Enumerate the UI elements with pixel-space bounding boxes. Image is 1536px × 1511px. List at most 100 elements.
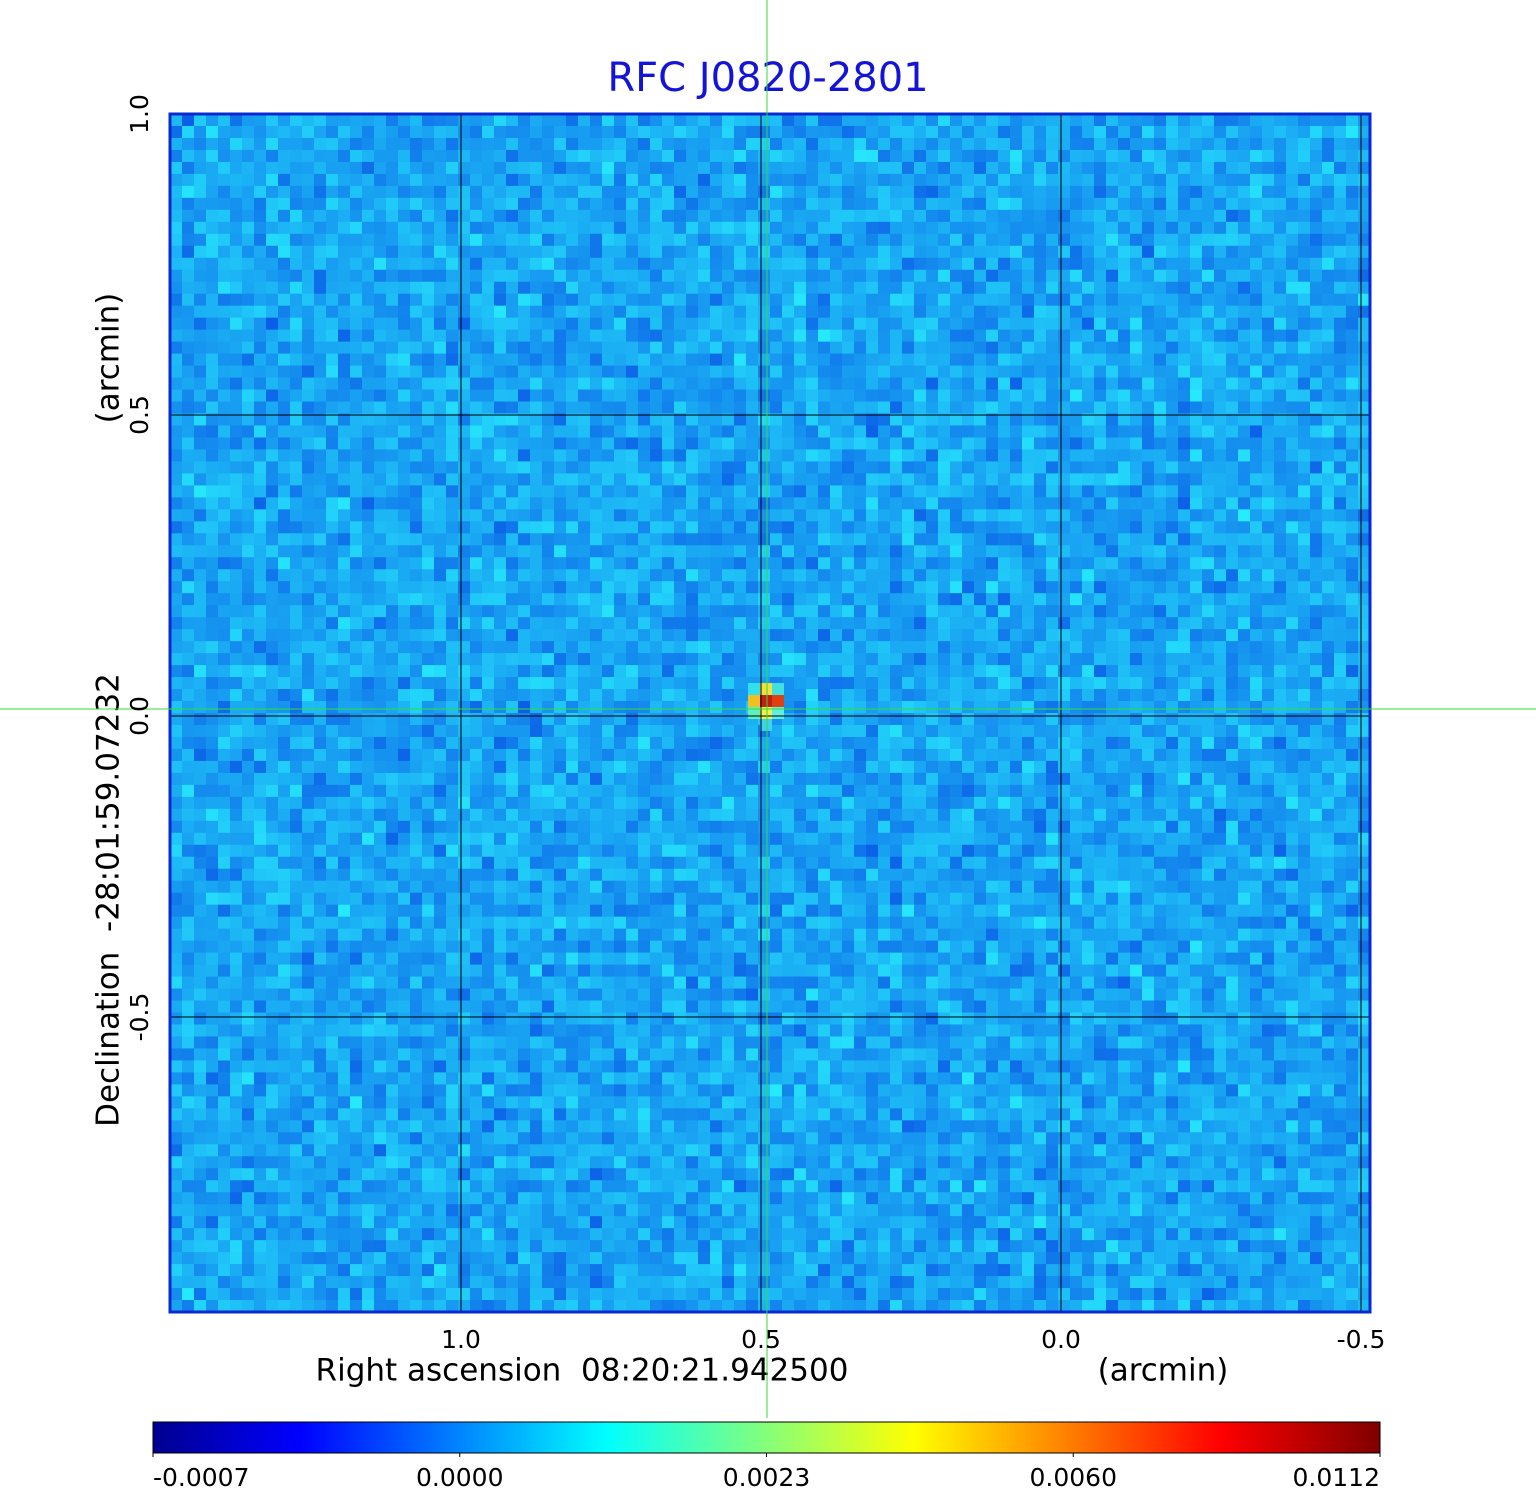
- image-pixel: [890, 509, 903, 522]
- image-pixel: [1238, 209, 1251, 223]
- image-pixel: [350, 305, 363, 319]
- image-pixel: [794, 353, 807, 367]
- image-pixel: [506, 605, 519, 618]
- image-pixel: [746, 605, 759, 618]
- image-pixel: [302, 317, 315, 331]
- image-pixel: [170, 197, 183, 211]
- image-pixel: [1214, 305, 1227, 319]
- image-pixel: [506, 245, 519, 259]
- image-pixel: [578, 617, 591, 630]
- image-pixel: [182, 329, 195, 343]
- image-pixel: [1046, 413, 1059, 426]
- image-pixel: [890, 233, 903, 247]
- image-pixel: [1214, 653, 1227, 666]
- image-pixel: [602, 701, 615, 714]
- image-pixel: [1346, 605, 1359, 618]
- image-pixel: [470, 413, 483, 426]
- image-pixel: [386, 209, 399, 223]
- image-pixel: [1070, 413, 1083, 426]
- image-pixel: [1346, 185, 1359, 199]
- image-pixel: [206, 365, 219, 379]
- image-pixel: [326, 317, 339, 331]
- image-pixel: [206, 533, 219, 546]
- image-pixel: [614, 197, 627, 211]
- image-pixel: [398, 425, 411, 438]
- image-pixel: [1106, 389, 1119, 403]
- image-pixel: [518, 269, 531, 283]
- image-pixel: [374, 665, 387, 678]
- image-pixel: [890, 593, 903, 606]
- image-pixel: [1118, 557, 1131, 570]
- image-pixel: [974, 533, 987, 546]
- image-pixel: [1106, 281, 1119, 295]
- image-pixel: [1262, 605, 1275, 618]
- image-pixel: [842, 545, 855, 558]
- image-pixel: [242, 114, 255, 127]
- image-pixel: [530, 341, 543, 355]
- image-pixel: [1142, 521, 1155, 534]
- image-pixel: [1262, 581, 1275, 594]
- image-pixel: [614, 629, 627, 642]
- image-pixel: [554, 269, 567, 283]
- image-pixel: [446, 461, 459, 474]
- image-pixel: [482, 293, 495, 307]
- image-pixel: [170, 317, 183, 331]
- image-pixel: [506, 257, 519, 271]
- image-pixel: [710, 329, 723, 343]
- image-pixel: [1010, 137, 1023, 151]
- image-pixel: [854, 197, 867, 211]
- image-pixel: [566, 689, 579, 702]
- image-pixel: [626, 185, 639, 199]
- image-pixel: [818, 257, 831, 271]
- image-pixel: [782, 137, 795, 151]
- image-pixel: [1250, 569, 1263, 582]
- image-pixel: [182, 557, 195, 570]
- image-pixel: [962, 197, 975, 211]
- image-pixel: [1094, 401, 1107, 414]
- image-pixel: [1118, 114, 1131, 127]
- image-pixel: [650, 593, 663, 606]
- image-pixel: [1082, 593, 1095, 606]
- image-pixel: [1274, 137, 1287, 151]
- image-pixel: [1118, 317, 1131, 331]
- image-pixel: [746, 125, 759, 139]
- image-pixel: [1034, 677, 1047, 690]
- image-pixel: [218, 473, 231, 486]
- image-pixel: [638, 461, 651, 474]
- image-pixel: [662, 581, 675, 594]
- image-pixel: [1070, 305, 1083, 319]
- image-pixel: [698, 701, 711, 714]
- image-pixel: [470, 161, 483, 175]
- image-pixel: [842, 233, 855, 247]
- image-pixel: [626, 353, 639, 367]
- image-pixel: [1322, 173, 1335, 187]
- image-pixel: [986, 641, 999, 654]
- image-pixel: [434, 281, 447, 295]
- image-pixel: [410, 125, 423, 139]
- image-pixel: [1142, 437, 1155, 450]
- image-pixel: [722, 197, 735, 211]
- image-pixel: [1262, 437, 1275, 450]
- image-pixel: [1322, 401, 1335, 414]
- image-pixel: [1214, 461, 1227, 474]
- image-pixel: [374, 341, 387, 355]
- image-pixel: [770, 281, 783, 295]
- image-pixel: [170, 629, 183, 642]
- image-pixel: [698, 581, 711, 594]
- image-pixel: [770, 497, 783, 510]
- image-pixel: [482, 281, 495, 295]
- image-pixel: [878, 245, 891, 259]
- image-pixel: [794, 557, 807, 570]
- image-pixel: [614, 473, 627, 486]
- image-pixel: [374, 461, 387, 474]
- image-pixel: [1274, 593, 1287, 606]
- image-pixel: [1130, 125, 1143, 139]
- image-pixel: [542, 293, 555, 307]
- image-pixel: [566, 497, 579, 510]
- image-pixel: [926, 677, 939, 690]
- image-pixel: [974, 569, 987, 582]
- image-pixel: [962, 557, 975, 570]
- image-pixel: [170, 161, 183, 175]
- image-pixel: [482, 233, 495, 247]
- image-pixel: [986, 125, 999, 139]
